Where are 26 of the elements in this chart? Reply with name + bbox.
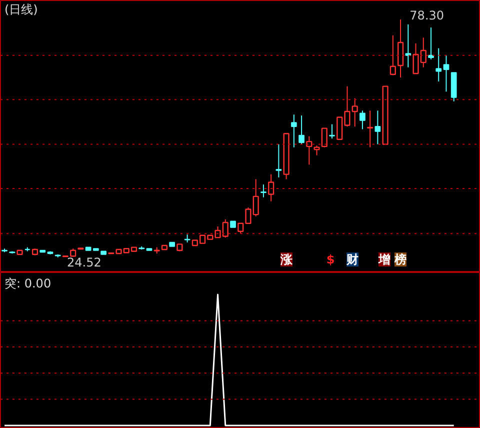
- annotation: 24.52: [66, 255, 102, 270]
- candlestick: [405, 24, 412, 68]
- annotation: 榜: [394, 252, 406, 266]
- annotation: 财: [346, 252, 358, 266]
- chart-title: (日线): [4, 2, 38, 16]
- annotation: 78.30: [410, 8, 444, 23]
- annotation: 涨: [280, 252, 294, 266]
- candlestick: [290, 114, 297, 148]
- candlestick: [374, 110, 381, 145]
- candlestick: [329, 124, 335, 139]
- candlestick: [306, 136, 312, 166]
- annotation: 增: [378, 252, 390, 266]
- candlestick: [276, 144, 282, 178]
- candlestick: [298, 114, 304, 145]
- candlestick: [268, 174, 274, 202]
- candlestick: [314, 145, 320, 156]
- candlestick: [260, 184, 266, 198]
- candlestick: [321, 128, 328, 148]
- chart-title: 突: 0.00: [4, 276, 52, 290]
- candlestick: [367, 110, 374, 148]
- candlestick: [360, 110, 366, 130]
- candlestick: [390, 34, 396, 76]
- candlestick: [398, 19, 404, 78]
- candlestick: [443, 54, 450, 92]
- candlestick: [436, 48, 442, 82]
- annotation: $: [326, 252, 335, 266]
